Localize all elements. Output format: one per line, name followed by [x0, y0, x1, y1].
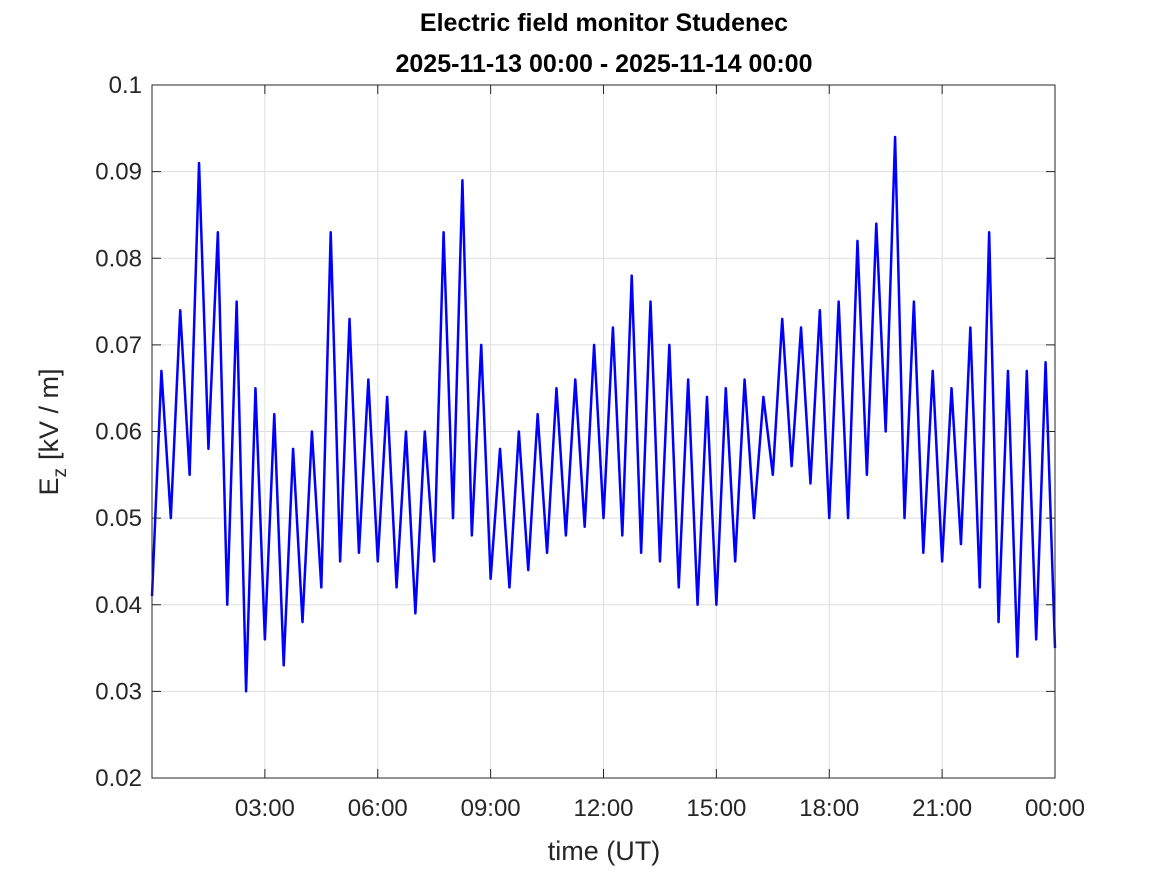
x-tick-label: 09:00 [461, 795, 521, 822]
chart-subtitle: 2025-11-13 00:00 - 2025-11-14 00:00 [396, 50, 813, 78]
x-tick-label: 00:00 [1025, 795, 1085, 822]
chart-title: Electric field monitor Studenec [420, 9, 788, 37]
y-tick-label: 0.03 [95, 678, 142, 705]
y-label-symbol: E [34, 478, 64, 496]
y-tick-label: 0.04 [95, 592, 142, 619]
y-tick-label: 0.1 [109, 72, 142, 99]
x-tick-label: 12:00 [573, 795, 633, 822]
x-tick-label: 03:00 [235, 795, 295, 822]
y-axis-label: Ez [kV / m] [34, 368, 71, 495]
ticks: 0.02 0.03 0.04 0.05 0.06 0.07 0.08 0.09 0.1 03:00… [95, 72, 1085, 822]
x-tick-label: 15:00 [686, 795, 746, 822]
y-tick-label: 0.05 [95, 505, 142, 532]
x-axis-label: time (UT) [548, 836, 660, 866]
y-tick-label: 0.06 [95, 419, 142, 446]
y-tick-label: 0.09 [95, 159, 142, 186]
x-tick-label: 18:00 [799, 795, 859, 822]
y-tick-label: 0.07 [95, 332, 142, 359]
data-layer [150, 135, 1057, 693]
y-tick-label: 0.02 [95, 765, 142, 792]
y-label-subscript: z [50, 468, 71, 478]
x-tick-label: 06:00 [348, 795, 408, 822]
y-tick-label: 0.08 [95, 245, 142, 272]
y-label-unit: [kV / m] [34, 368, 64, 460]
x-tick-label: 21:00 [912, 795, 972, 822]
data-line [150, 135, 1057, 693]
